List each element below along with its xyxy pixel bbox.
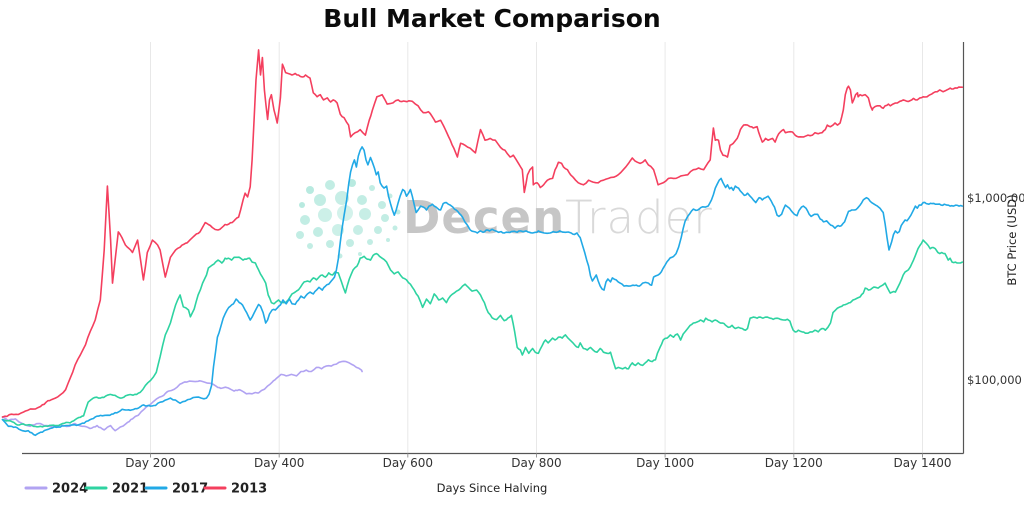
legend-label-2024: 2024 bbox=[52, 482, 88, 497]
watermark-dot bbox=[300, 215, 310, 225]
watermark-dot bbox=[313, 227, 323, 237]
watermark-dot bbox=[381, 214, 389, 222]
legend-label-2021: 2021 bbox=[112, 482, 148, 497]
series-line-2021 bbox=[1, 239, 964, 428]
watermark-dot bbox=[348, 179, 356, 187]
watermark-dot bbox=[306, 186, 314, 194]
series-line-2017 bbox=[1, 146, 964, 437]
watermark-dot bbox=[318, 208, 332, 222]
legend: 2024 2021 2017 2013 bbox=[24, 482, 267, 497]
legend-label-2017: 2017 bbox=[172, 482, 208, 497]
watermark-dot bbox=[353, 225, 363, 235]
y-tick-label-100k: $100,000 bbox=[967, 373, 1022, 387]
watermark-dot bbox=[346, 239, 354, 247]
watermark-bold-text: Decen bbox=[403, 191, 565, 244]
watermark-dot bbox=[378, 201, 386, 209]
series-line-2024 bbox=[1, 360, 363, 432]
watermark-dot bbox=[307, 243, 313, 249]
watermark-dot bbox=[367, 239, 373, 245]
x-axis-title: Days Since Halving bbox=[437, 481, 548, 495]
x-tick-label: Day 1400 bbox=[893, 456, 951, 470]
watermark-dot bbox=[369, 185, 375, 191]
watermark-dot bbox=[325, 180, 335, 190]
watermark-dot bbox=[386, 238, 390, 242]
x-tick-label: Day 400 bbox=[254, 456, 304, 470]
watermark-dot bbox=[359, 208, 371, 220]
x-tick-label: Day 1000 bbox=[636, 456, 694, 470]
watermark-dots-pattern bbox=[296, 179, 401, 259]
watermark-dot bbox=[358, 252, 362, 256]
x-tick-label: Day 800 bbox=[511, 456, 561, 470]
legend-item-2017[interactable]: 2017 bbox=[144, 482, 208, 497]
chart-title: Bull Market Comparison bbox=[323, 4, 660, 33]
legend-item-2021[interactable]: 2021 bbox=[84, 482, 148, 497]
series-line-2013 bbox=[1, 49, 964, 418]
watermark-light-text: Trader bbox=[565, 191, 713, 244]
watermark: DecenTrader bbox=[403, 191, 713, 244]
watermark-dot bbox=[299, 202, 305, 208]
watermark-dot bbox=[326, 240, 334, 248]
watermark-dot bbox=[357, 195, 367, 205]
x-tick-label: Day 200 bbox=[125, 456, 175, 470]
series-lines bbox=[1, 49, 964, 437]
x-tick-label: Day 1200 bbox=[765, 456, 823, 470]
watermark-dot bbox=[335, 191, 349, 205]
watermark-dot bbox=[374, 226, 382, 234]
watermark-dot bbox=[314, 194, 326, 206]
watermark-dot bbox=[296, 231, 304, 239]
legend-label-2013: 2013 bbox=[231, 482, 267, 497]
y-axis-title: BTC Price (USD) bbox=[1005, 194, 1019, 285]
watermark-dot bbox=[392, 225, 398, 231]
x-tick-label: Day 600 bbox=[383, 456, 433, 470]
x-tick-labels: Day 200 Day 400 Day 600 Day 800 Day 1000 Day … bbox=[125, 453, 952, 470]
legend-item-2024[interactable]: 2024 bbox=[24, 482, 88, 497]
y-tick-label-1m: $1,000,000 bbox=[967, 191, 1024, 205]
legend-item-2013[interactable]: 2013 bbox=[203, 482, 267, 497]
